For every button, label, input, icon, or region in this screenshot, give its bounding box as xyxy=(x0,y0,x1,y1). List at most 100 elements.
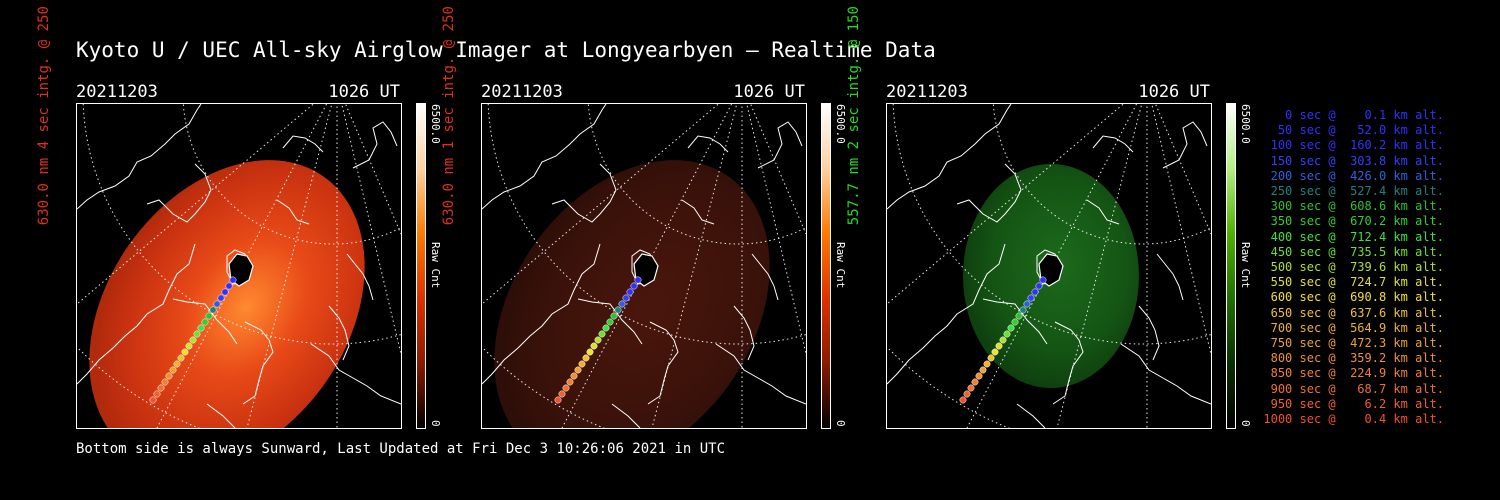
airglow-image xyxy=(76,103,402,429)
panel-time: 1026 UT xyxy=(1138,82,1210,102)
trajectory-point xyxy=(590,342,598,350)
trajectory-point xyxy=(153,390,161,398)
colorbar-min: 0 xyxy=(429,420,442,427)
footer-note: Bottom side is always Sunward, Last Upda… xyxy=(76,441,726,457)
trajectory-point xyxy=(634,276,642,284)
trajectory-point xyxy=(1003,330,1011,338)
trajectory-point xyxy=(983,360,991,368)
trajectory-point xyxy=(566,378,574,386)
trajectory-point xyxy=(979,366,987,374)
legend-entry: 800 sec @ 359.2 km alt. xyxy=(1263,351,1444,366)
airglow-image xyxy=(481,103,807,429)
trajectory-point xyxy=(1031,288,1039,296)
panel-time: 1026 UT xyxy=(328,82,400,102)
legend-entry: 650 sec @ 637.6 km alt. xyxy=(1263,305,1444,320)
trajectory-point xyxy=(975,372,983,380)
allsky-map-svg xyxy=(77,104,401,428)
trajectory-point xyxy=(971,378,979,386)
trajectory-point xyxy=(967,384,975,392)
airglow-panel-1: 20211203 1026 UT 630.0 nm 4 sec intg. @ … xyxy=(36,0,476,432)
panel-date: 20211203 xyxy=(886,82,968,102)
colorbar xyxy=(821,103,831,429)
legend-entry: 1000 sec @ 0.4 km alt. xyxy=(1263,412,1444,427)
colorbar-title: Raw Cnt xyxy=(1239,242,1252,289)
trajectory-point xyxy=(963,390,971,398)
colorbar xyxy=(416,103,426,429)
trajectory-point xyxy=(221,288,229,296)
colorbar-min: 0 xyxy=(834,420,847,427)
trajectory-point xyxy=(582,354,590,362)
trajectory-point xyxy=(1011,318,1019,326)
trajectory-point xyxy=(554,396,562,404)
trajectory-point xyxy=(610,312,618,320)
trajectory-point xyxy=(209,306,217,314)
trajectory-point xyxy=(586,348,594,356)
legend-entry: 750 sec @ 472.3 km alt. xyxy=(1263,336,1444,351)
trajectory-point xyxy=(205,312,213,320)
trajectory-point xyxy=(995,342,1003,350)
trajectory-point xyxy=(574,366,582,374)
allsky-map-svg xyxy=(482,104,806,428)
trajectory-point xyxy=(594,336,602,344)
trajectory-point xyxy=(630,282,638,290)
legend-entry: 900 sec @ 68.7 km alt. xyxy=(1263,381,1444,396)
legend-entry: 150 sec @ 303.8 km alt. xyxy=(1263,153,1444,168)
trajectory-point xyxy=(1015,312,1023,320)
allsky-map-svg xyxy=(887,104,1211,428)
trajectory-point xyxy=(189,336,197,344)
trajectory-point xyxy=(161,378,169,386)
legend-entry: 250 sec @ 527.4 km alt. xyxy=(1263,184,1444,199)
legend-entry: 300 sec @ 608.6 km alt. xyxy=(1263,199,1444,214)
legend-entry: 600 sec @ 690.8 km alt. xyxy=(1263,290,1444,305)
trajectory-point xyxy=(602,324,610,332)
trajectory-point xyxy=(558,390,566,398)
legend-entry: 50 sec @ 52.0 km alt. xyxy=(1263,123,1444,138)
legend-entry: 950 sec @ 6.2 km alt. xyxy=(1263,396,1444,411)
trajectory-point xyxy=(225,282,233,290)
trajectory-point xyxy=(1019,306,1027,314)
trajectory-point xyxy=(570,372,578,380)
trajectory-point xyxy=(1007,324,1015,332)
legend-entry: 350 sec @ 670.2 km alt. xyxy=(1263,214,1444,229)
legend-entry: 850 sec @ 224.9 km alt. xyxy=(1263,366,1444,381)
trajectory-point xyxy=(193,330,201,338)
trajectory-point xyxy=(1027,294,1035,302)
panel-ylabel: 630.0 nm 1 sec intg. @ 250 km xyxy=(441,0,457,226)
legend-entry: 400 sec @ 712.4 km alt. xyxy=(1263,229,1444,244)
trajectory-point xyxy=(578,360,586,368)
trajectory-point xyxy=(177,354,185,362)
panel-ylabel: 557.7 nm 2 sec intg. @ 150 km xyxy=(846,0,862,226)
trajectory-point xyxy=(197,324,205,332)
panel-ylabel: 630.0 nm 4 sec intg. @ 250 km xyxy=(36,0,52,226)
trajectory-point xyxy=(622,294,630,302)
panel-time: 1026 UT xyxy=(733,82,805,102)
trajectory-point xyxy=(618,300,626,308)
trajectory-point xyxy=(991,348,999,356)
trajectory-point xyxy=(185,342,193,350)
trajectory-point xyxy=(1035,282,1043,290)
trajectory-point xyxy=(169,366,177,374)
trajectory-point xyxy=(149,396,157,404)
trajectory-point xyxy=(213,300,221,308)
legend-entry: 550 sec @ 724.7 km alt. xyxy=(1263,275,1444,290)
legend-entry: 0 sec @ 0.1 km alt. xyxy=(1263,108,1444,122)
trajectory-point xyxy=(626,288,634,296)
trajectory-point xyxy=(598,330,606,338)
airglow-panel-2: 20211203 1026 UT 630.0 nm 1 sec intg. @ … xyxy=(441,0,881,432)
trajectory-point xyxy=(165,372,173,380)
trajectory-point xyxy=(1039,276,1047,284)
trajectory-point xyxy=(959,396,967,404)
trajectory-legend: 0 sec @ 0.1 km alt. 50 sec @ 52.0 km alt… xyxy=(1262,108,1444,427)
trajectory-point xyxy=(201,318,209,326)
airglow-panel-3: 20211203 1026 UT 557.7 nm 2 sec intg. @ … xyxy=(846,0,1286,432)
trajectory-point xyxy=(614,306,622,314)
colorbar-min: 0 xyxy=(1239,420,1252,427)
trajectory-point xyxy=(987,354,995,362)
airglow-image xyxy=(886,103,1212,429)
trajectory-point xyxy=(217,294,225,302)
colorbar-max: 6500.0 xyxy=(1239,104,1252,144)
colorbar xyxy=(1226,103,1236,429)
panel-date: 20211203 xyxy=(76,82,158,102)
trajectory-point xyxy=(999,336,1007,344)
trajectory-point xyxy=(181,348,189,356)
